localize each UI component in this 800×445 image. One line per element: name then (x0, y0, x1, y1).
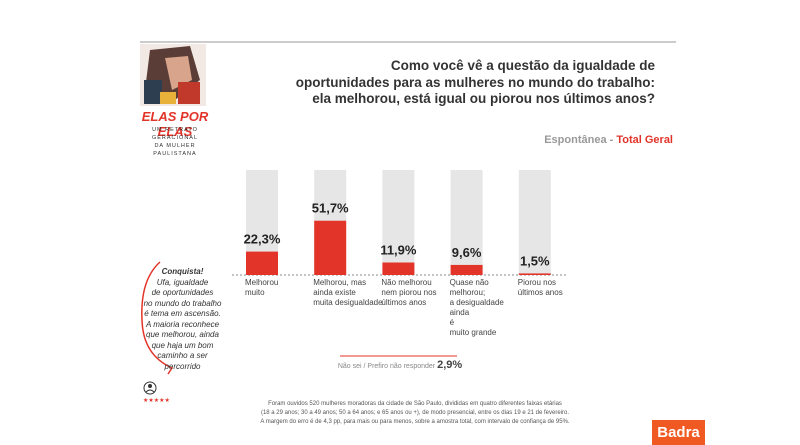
chart-title: Como você vê a questão da igualdade de o… (295, 58, 655, 106)
note-text: Ufa, igualdade de oportunidades no mundo… (143, 277, 222, 371)
other-value: 2,9% (437, 359, 463, 371)
brand-logo: Badra (652, 420, 705, 445)
note-bracket (141, 261, 174, 375)
bar-track (382, 170, 415, 275)
footnote: Foram ouvidos 520 mulheres moradoras da … (260, 401, 570, 425)
bar-track (450, 170, 483, 275)
subtitle: Espontânea - Total Geral (544, 134, 673, 146)
other-label: Não sei / Prefiro não responder (337, 363, 436, 370)
note: Conquista! Ufa, igualdade de oportunidade… (135, 267, 230, 372)
bar-track (518, 170, 551, 275)
category-label: Melhorou, mas ainda existe muita desigua… (313, 278, 383, 307)
value-label: 11,9% (380, 243, 417, 258)
value-label: 51,7% (312, 201, 349, 216)
logo-collage (140, 44, 206, 106)
subtitle-text: Espontânea - (544, 134, 617, 146)
category-label: Quase não melhorou; a desigualdade ainda… (449, 278, 504, 337)
logo-subtitle: UM RETRATO GERACIONAL DA MULHER PAULISTA… (151, 127, 199, 157)
value-label: 22,3% (244, 232, 281, 247)
category-label: Não melhorou nem piorou nos últimos anos (381, 278, 437, 307)
note-heading: Conquista! (161, 267, 204, 276)
category-label: Melhorou muito (245, 278, 279, 297)
bar (518, 273, 551, 275)
value-label: 9,6% (452, 245, 482, 260)
bar (246, 251, 278, 275)
bar (314, 220, 347, 275)
bar (382, 262, 415, 275)
category-label: Piorou nos últimos anos (517, 278, 563, 297)
value-label: 1,5% (520, 253, 550, 268)
subtitle-highlight: Total Geral (616, 134, 673, 146)
bar (450, 264, 483, 275)
stars: ★★★★★ (143, 397, 170, 404)
logo-title: ELAS POR ELAS (141, 109, 209, 139)
person-icon (143, 381, 157, 395)
other-answer: Não sei / Prefiro não responder 2,9% (330, 359, 470, 371)
